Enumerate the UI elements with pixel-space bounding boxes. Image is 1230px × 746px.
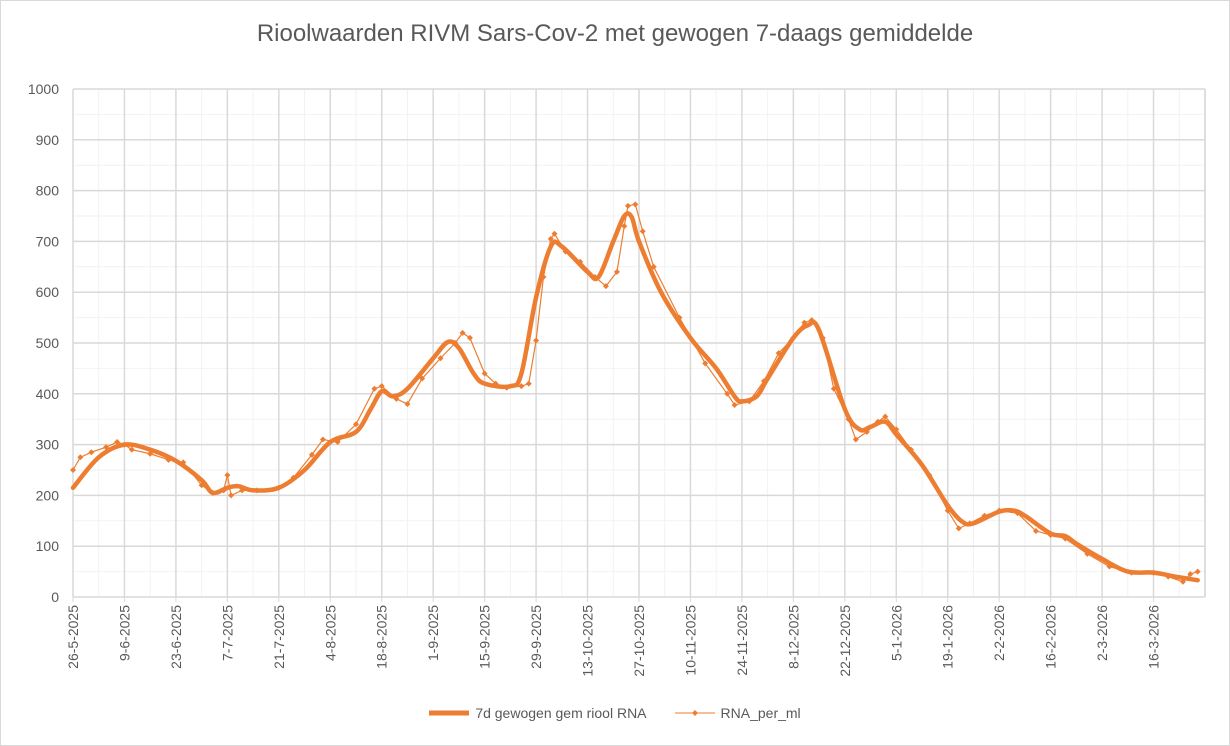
x-tick-label: 5-1-2026 (888, 605, 904, 661)
legend-thick-line-icon (429, 710, 470, 716)
data-point-rna-per-ml (404, 400, 411, 407)
data-point-rna-per-ml (702, 360, 709, 367)
data-point-rna-per-ml (319, 436, 326, 443)
y-tick-label: 500 (36, 335, 60, 351)
data-point-rna-per-ml (1032, 527, 1039, 534)
y-tick-label: 100 (36, 538, 60, 554)
data-point-rna-per-ml (88, 449, 95, 456)
data-point-rna-per-ml (547, 235, 554, 242)
x-tick-label: 13-10-2025 (580, 605, 596, 677)
data-point-rna-per-ml (621, 223, 628, 230)
x-tick-label: 1-9-2025 (425, 605, 441, 661)
x-tick-label: 18-8-2025 (374, 605, 390, 669)
legend: 7d gewogen gem riool RNA RNA_per_ml (0, 705, 1230, 721)
x-tick-label: 19-1-2026 (940, 605, 956, 669)
x-tick-label: 2-2-2026 (991, 605, 1007, 661)
x-tick-label: 8-12-2025 (785, 605, 801, 669)
data-point-rna-per-ml (613, 268, 620, 275)
data-point-rna-per-ml (308, 451, 315, 458)
data-point-rna-per-ml (518, 383, 525, 390)
x-tick-label: 10-11-2025 (682, 605, 698, 676)
data-point-rna-per-ml (551, 230, 558, 237)
x-tick-label: 27-10-2025 (631, 605, 647, 677)
x-tick-label: 16-2-2026 (1043, 605, 1059, 669)
data-point-rna-per-ml (353, 421, 359, 428)
data-point-rna-per-ml (724, 390, 731, 397)
y-tick-label: 700 (36, 233, 60, 249)
x-tick-label: 2-3-2026 (1094, 605, 1110, 661)
data-point-rna-per-ml (1187, 571, 1194, 578)
data-point-rna-per-ml (955, 525, 962, 532)
data-point-rna-per-ml (882, 413, 889, 420)
data-point-rna-per-ml (114, 439, 121, 446)
data-point-rna-per-ml (624, 202, 631, 209)
x-tick-label: 24-11-2025 (734, 605, 750, 676)
x-tick-label: 4-8-2025 (322, 605, 338, 661)
y-tick-label: 200 (36, 487, 60, 503)
data-point-rna-per-ml (525, 380, 532, 387)
legend-diamond-line-icon (674, 710, 715, 716)
data-point-rna-per-ml (1194, 568, 1201, 575)
x-tick-label: 16-3-2026 (1146, 605, 1162, 669)
data-point-rna-per-ml (533, 337, 540, 344)
data-point-rna-per-ml (602, 283, 609, 290)
legend-item-raw: RNA_per_ml (674, 705, 801, 721)
y-tick-label: 0 (51, 589, 59, 605)
y-tick-label: 900 (36, 132, 60, 148)
x-tick-label: 22-12-2025 (837, 605, 853, 677)
data-point-rna-per-ml (632, 201, 639, 208)
data-point-rna-per-ml (77, 454, 84, 461)
data-point-rna-per-ml (437, 355, 444, 362)
data-point-rna-per-ml (731, 401, 738, 408)
x-tick-label: 29-9-2025 (528, 605, 544, 669)
data-point-rna-per-ml (459, 329, 466, 336)
data-point-rna-per-ml (378, 383, 385, 390)
series-line-7d-gewogen (70, 211, 1200, 583)
data-point-rna-per-ml (371, 385, 378, 392)
data-point-rna-per-ml (128, 446, 135, 453)
y-tick-label: 600 (36, 284, 60, 300)
y-tick-label: 300 (36, 437, 60, 453)
y-tick-label: 400 (36, 386, 60, 402)
legend-label-raw: RNA_per_ml (720, 705, 801, 721)
chart-title: Rioolwaarden RIVM Sars-Cov-2 met gewogen… (256, 20, 974, 47)
data-point-rna-per-ml (639, 228, 646, 235)
x-tick-label: 15-9-2025 (477, 605, 493, 669)
legend-label-smoothed: 7d gewogen gem riool RNA (475, 705, 647, 721)
data-point-rna-per-ml (466, 334, 473, 341)
x-tick-label: 21-7-2025 (271, 605, 287, 669)
x-tick-label: 23-6-2025 (168, 605, 184, 669)
data-point-rna-per-ml (228, 492, 235, 499)
series-line-rna-per-ml (72, 203, 1198, 583)
data-point-rna-per-ml (852, 436, 859, 443)
data-point-rna-per-ml (224, 472, 231, 479)
x-tick-label: 7-7-2025 (219, 605, 235, 661)
data-point-rna-per-ml (70, 467, 76, 473)
data-point-rna-per-ml (481, 370, 488, 377)
y-tick-label: 800 (36, 183, 60, 199)
y-tick-label: 1000 (28, 81, 59, 97)
x-tick-label: 26-5-2025 (65, 605, 81, 669)
x-tick-label: 9-6-2025 (116, 605, 132, 661)
legend-item-smoothed: 7d gewogen gem riool RNA (429, 705, 647, 721)
